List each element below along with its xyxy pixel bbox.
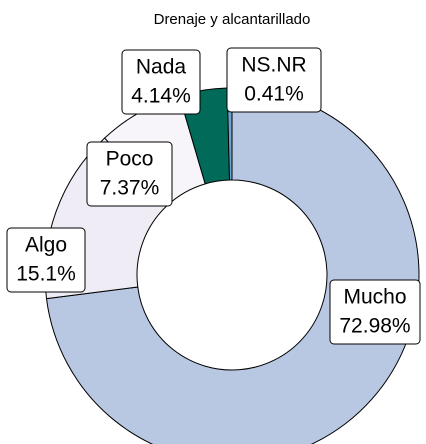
label-name: Mucho xyxy=(343,286,406,309)
label-box xyxy=(121,49,201,115)
chart-title: Drenaje y alcantarillado xyxy=(154,11,311,28)
label-name: Algo xyxy=(25,234,67,257)
label-name: Nada xyxy=(136,56,187,79)
label-value: 72.98% xyxy=(339,315,410,338)
label-value: 15.1% xyxy=(16,263,76,286)
label-box xyxy=(329,279,421,345)
label-value: 0.41% xyxy=(244,83,304,106)
data-label: Nada 4.14% xyxy=(121,49,201,115)
data-label: NS.NR 0.41% xyxy=(226,47,322,113)
label-name: Poco xyxy=(106,148,154,171)
data-label: Algo 15.1% xyxy=(6,227,86,293)
label-value: 7.37% xyxy=(100,177,160,200)
label-box xyxy=(6,227,86,293)
label-box xyxy=(226,47,322,113)
data-label: Poco 7.37% xyxy=(86,141,173,207)
label-box xyxy=(86,141,173,207)
label-value: 4.14% xyxy=(131,85,191,108)
data-label: Mucho 72.98% xyxy=(329,279,421,345)
donut-slice xyxy=(45,87,420,444)
label-name: NS.NR xyxy=(241,54,306,77)
